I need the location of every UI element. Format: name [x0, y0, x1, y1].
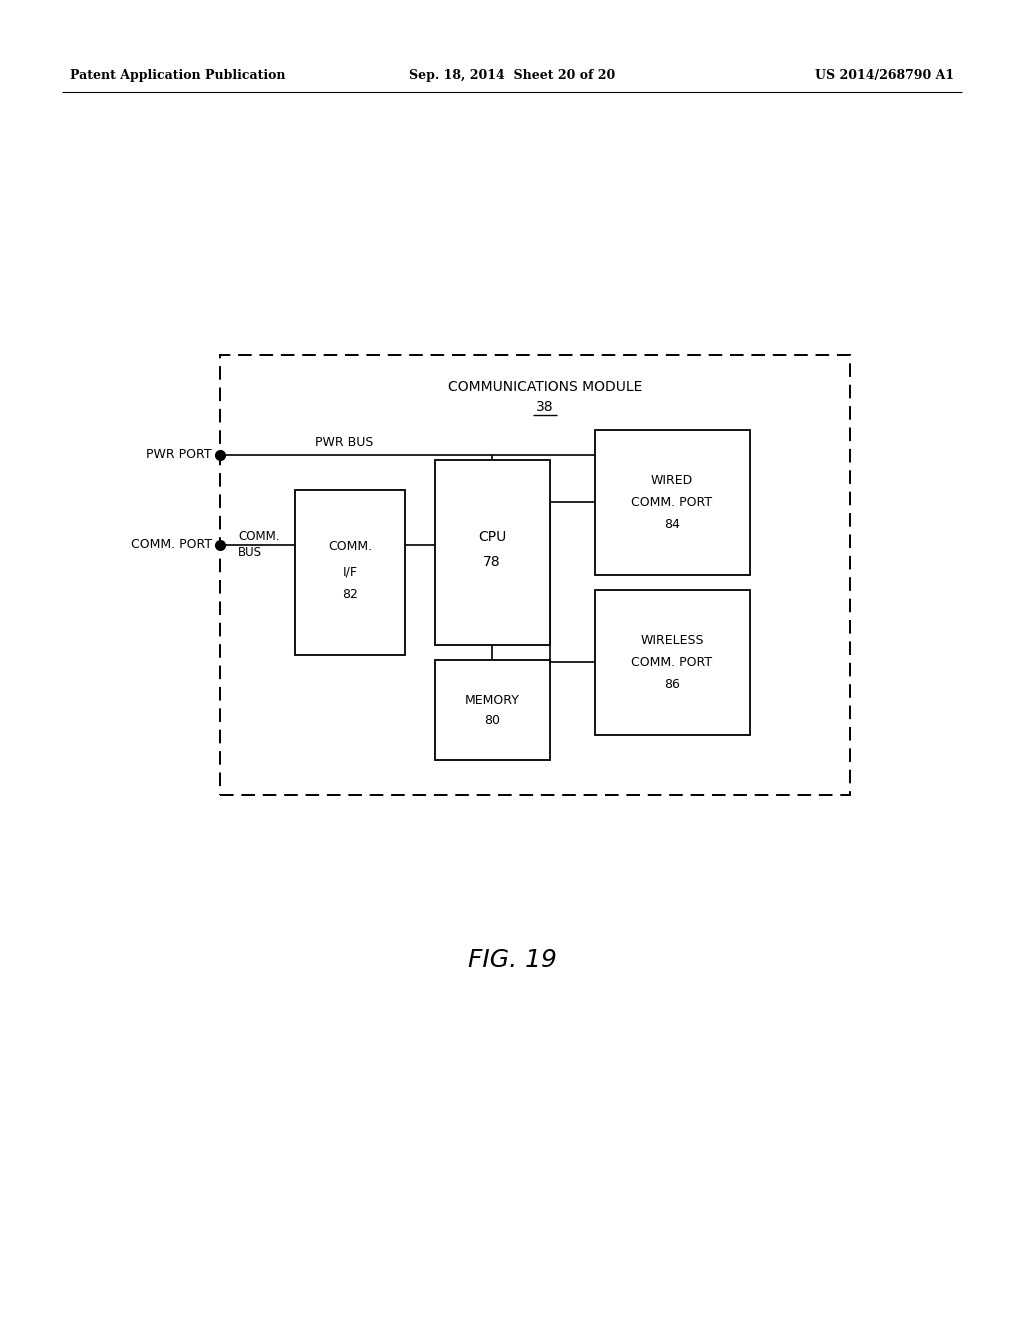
Text: Sep. 18, 2014  Sheet 20 of 20: Sep. 18, 2014 Sheet 20 of 20: [409, 69, 615, 82]
Text: 80: 80: [484, 714, 500, 726]
Text: COMM. PORT: COMM. PORT: [131, 539, 212, 552]
Text: I/F: I/F: [342, 565, 357, 578]
Bar: [595, 430, 750, 576]
Bar: [435, 459, 550, 645]
Bar: [595, 590, 750, 735]
Text: COMM.: COMM.: [328, 540, 372, 553]
Text: COMM.: COMM.: [238, 531, 280, 544]
Bar: [220, 355, 850, 795]
Text: WIRED: WIRED: [651, 474, 693, 487]
Text: COMM. PORT: COMM. PORT: [632, 656, 713, 668]
Text: 86: 86: [664, 677, 680, 690]
Text: CPU: CPU: [478, 531, 506, 544]
Text: Patent Application Publication: Patent Application Publication: [70, 69, 286, 82]
Text: PWR BUS: PWR BUS: [315, 436, 374, 449]
Text: PWR PORT: PWR PORT: [146, 449, 212, 462]
Text: COMMUNICATIONS MODULE: COMMUNICATIONS MODULE: [447, 380, 642, 393]
Text: 82: 82: [342, 587, 358, 601]
Bar: [295, 490, 406, 655]
Text: 84: 84: [664, 517, 680, 531]
Text: FIG. 19: FIG. 19: [468, 948, 556, 972]
Text: COMM. PORT: COMM. PORT: [632, 495, 713, 508]
Text: WIRELESS: WIRELESS: [640, 634, 703, 647]
Bar: [435, 660, 550, 760]
Text: US 2014/268790 A1: US 2014/268790 A1: [815, 69, 954, 82]
Text: 78: 78: [483, 554, 501, 569]
Text: MEMORY: MEMORY: [465, 693, 519, 706]
Text: 38: 38: [537, 400, 554, 414]
Text: BUS: BUS: [238, 546, 262, 560]
